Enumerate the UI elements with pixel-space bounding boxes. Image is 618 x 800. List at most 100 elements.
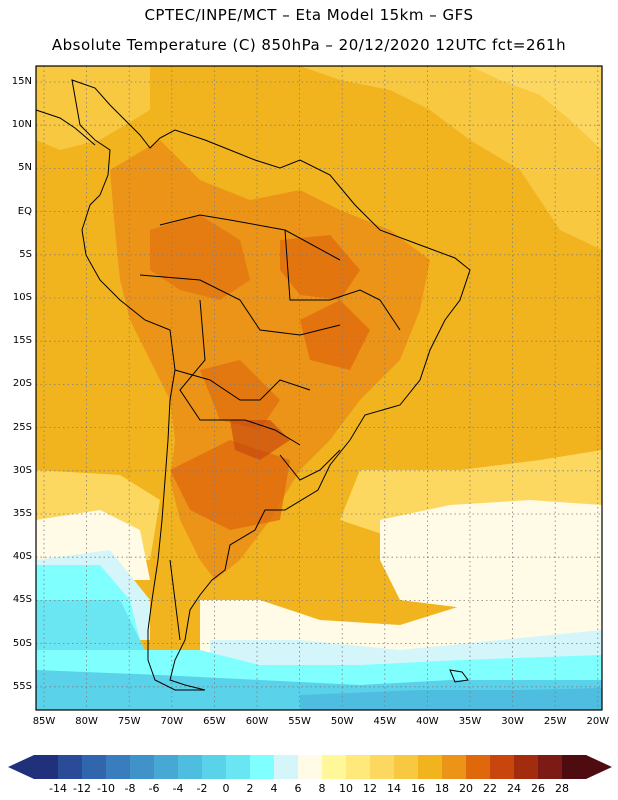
- central-america-outline: [35, 109, 96, 146]
- colorbar-tick-label: -4: [172, 782, 184, 795]
- map-title-line1: CPTEC/INPE/MCT – Eta Model 15km – GFS: [144, 6, 474, 24]
- map-field: [36, 66, 602, 710]
- lon-label: 20W: [586, 716, 610, 727]
- colorbar-tick-label: 24: [507, 782, 521, 795]
- colorbar-segment: [514, 755, 539, 779]
- colorbar-segment: [82, 755, 107, 779]
- colorbar-tick-label: 0: [222, 782, 230, 795]
- lat-label: 15N: [11, 76, 32, 87]
- colorbar-tick-label: 26: [531, 782, 545, 795]
- colorbar-tick-label: -10: [97, 782, 115, 795]
- lon-label: 80W: [75, 716, 98, 727]
- colorbar-segment: [466, 755, 491, 779]
- colorbar-segment: [490, 755, 515, 779]
- colorbar-segment: [538, 755, 563, 779]
- colorbar-segment: [442, 755, 467, 779]
- field-core-chaco: [200, 360, 280, 430]
- border-line-3: [179, 299, 301, 446]
- colorbar-tick-label: 18: [435, 782, 449, 795]
- lat-label: 40S: [12, 551, 32, 563]
- lon-label: 70W: [160, 716, 184, 727]
- colorbar-tick-label: 20: [459, 782, 473, 795]
- arrow-right-icon: [586, 755, 612, 779]
- coastlines: [35, 79, 471, 691]
- field-nw-yellow: [36, 66, 150, 150]
- colorbar-segment: [370, 755, 395, 779]
- colorbar-segment: [562, 755, 587, 779]
- lat-label: EQ: [17, 205, 32, 217]
- field-se-cream: [380, 500, 602, 610]
- colorbar-segment: [274, 755, 299, 779]
- field-core-brasil: [300, 300, 370, 370]
- colorbar-segment: [154, 755, 179, 779]
- colorbar-tick-label: -14: [49, 782, 67, 795]
- colorbar-tick-label: 22: [483, 782, 497, 795]
- colorbar-segment: [322, 755, 347, 779]
- lat-label: 10N: [11, 119, 32, 131]
- lat-label: 45S: [12, 594, 32, 606]
- lon-label: 65W: [203, 716, 226, 727]
- colorbar-segment: [202, 755, 227, 779]
- field-ne-yellow: [300, 66, 602, 250]
- lat-label: 5S: [19, 248, 32, 260]
- lat-label: 25S: [12, 421, 32, 433]
- colorbar-tick-label: 14: [387, 782, 401, 795]
- graticule: [36, 66, 602, 710]
- falkland-islands: [449, 669, 469, 683]
- lon-label: 35W: [458, 716, 482, 727]
- lat-label: 30S: [12, 464, 32, 476]
- colorbar-tick-label: 6: [294, 782, 302, 795]
- colorbar-tick-label: 8: [318, 782, 326, 795]
- lon-label: 60W: [245, 716, 269, 727]
- field-sw-cyan2: [36, 600, 150, 660]
- map-title-line2: Absolute Temperature (C) 850hPa – 20/12/…: [51, 36, 567, 54]
- lat-label: 55S: [12, 680, 32, 692]
- colorbar-tick-label: -12: [73, 782, 91, 795]
- field-s-blue: [300, 688, 602, 710]
- colorbar-segment: [226, 755, 251, 779]
- colorbar-tick-label: 10: [339, 782, 353, 795]
- colorbar-segment: [34, 755, 59, 779]
- field-core-amazon: [150, 215, 250, 300]
- colorbar-segment: [394, 755, 419, 779]
- border-line-1: [159, 214, 341, 261]
- lat-label: 5N: [18, 162, 32, 174]
- colorbar-segment: [106, 755, 131, 779]
- map-frame: [35, 65, 603, 711]
- lat-label: 35S: [12, 508, 32, 519]
- colorbar-tick-label: 12: [363, 782, 377, 795]
- colorbar-tick-label: 16: [411, 782, 425, 795]
- lon-label: 25W: [543, 716, 567, 727]
- border-line-6: [279, 449, 341, 481]
- colorbar-tick-label: -6: [148, 782, 160, 795]
- arrow-left-icon: [8, 755, 34, 779]
- colorbar-tick-label: 28: [555, 782, 569, 795]
- colorbar-segment: [346, 755, 371, 779]
- lat-label: 15S: [12, 335, 32, 347]
- lon-label: 55W: [288, 716, 311, 727]
- border-line-5: [174, 369, 311, 401]
- border-chile-argentina: [169, 559, 181, 641]
- lon-label: 40W: [416, 716, 439, 727]
- lat-label: 50S: [12, 637, 32, 649]
- lon-label: 50W: [330, 716, 354, 727]
- lat-label: 10S: [12, 292, 32, 303]
- lon-label: 45W: [373, 716, 397, 727]
- colorbar-tick-label: -2: [196, 782, 208, 795]
- south-america-outline: [71, 79, 471, 691]
- field-core-argentina: [170, 440, 290, 530]
- colorbar-segment: [178, 755, 203, 779]
- colorbar-tick-label: 4: [270, 782, 278, 795]
- colorbar-segment: [130, 755, 155, 779]
- field-ne-light: [470, 66, 602, 150]
- colorbar: [34, 755, 587, 779]
- lon-label: 30W: [501, 716, 524, 727]
- border-line-4: [284, 229, 401, 331]
- colorbar-segment: [418, 755, 443, 779]
- border-line-2: [139, 274, 341, 336]
- colorbar-segment: [250, 755, 275, 779]
- colorbar-tick-label: -8: [124, 782, 136, 795]
- lon-label: 75W: [117, 716, 141, 727]
- colorbar-tick-label: 2: [246, 782, 254, 795]
